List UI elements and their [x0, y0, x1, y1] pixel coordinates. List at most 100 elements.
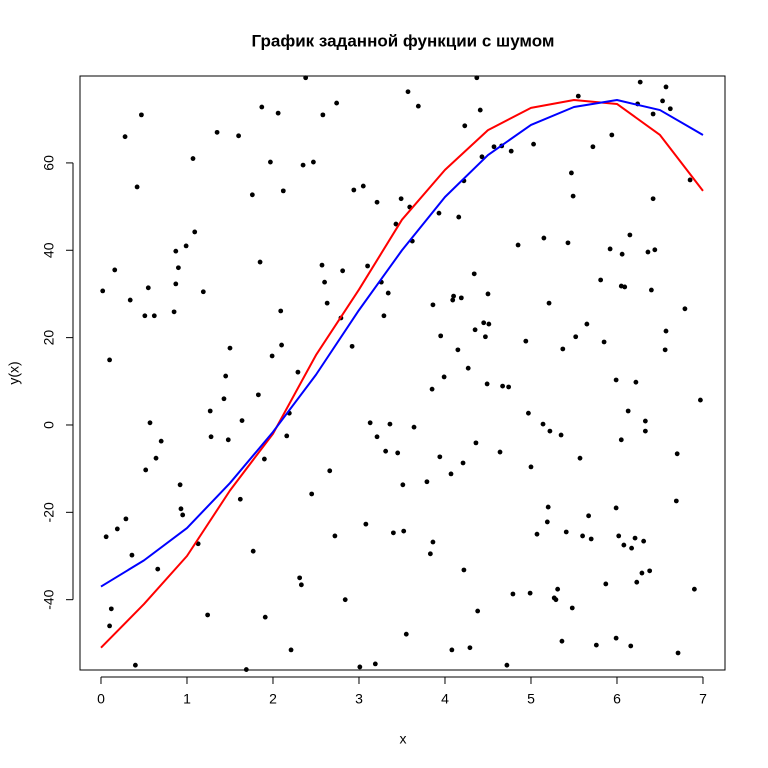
- data-point: [190, 156, 196, 161]
- data-point: [475, 608, 481, 614]
- x-tick-label: 2: [269, 691, 277, 707]
- data-point: [601, 339, 607, 345]
- data-point: [584, 321, 590, 327]
- data-point: [298, 582, 304, 588]
- data-point: [383, 448, 389, 454]
- data-point: [546, 300, 552, 306]
- data-point: [259, 104, 265, 110]
- data-point: [526, 410, 531, 416]
- data-point: [637, 79, 643, 85]
- data-point: [477, 107, 483, 113]
- data-point: [223, 373, 229, 379]
- data-point: [114, 526, 120, 532]
- y-tick-label: -40: [41, 589, 57, 609]
- data-point: [327, 468, 333, 474]
- data-point: [175, 265, 181, 271]
- data-point: [415, 103, 421, 109]
- x-tick-label: 3: [355, 691, 363, 707]
- data-point: [486, 321, 492, 327]
- data-point: [340, 268, 346, 274]
- data-point: [473, 440, 479, 446]
- data-point: [691, 586, 697, 592]
- data-point: [239, 418, 245, 424]
- data-point: [619, 251, 625, 257]
- data-point: [527, 590, 533, 596]
- data-point: [436, 210, 442, 216]
- data-point: [547, 428, 553, 434]
- x-tick-label: 5: [527, 691, 535, 707]
- data-point: [629, 545, 635, 551]
- data-point: [506, 384, 512, 390]
- data-point: [295, 369, 301, 375]
- data-point: [650, 111, 656, 117]
- data-point: [613, 377, 619, 383]
- data-point: [405, 89, 411, 95]
- data-point: [687, 177, 693, 183]
- data-point: [663, 328, 669, 334]
- data-point: [575, 93, 581, 99]
- data-point: [497, 449, 503, 455]
- data-point: [634, 579, 640, 585]
- y-tick-label: 60: [41, 155, 57, 171]
- data-point: [158, 438, 164, 444]
- y-tick-label: 20: [41, 330, 57, 346]
- data-point: [573, 334, 579, 340]
- data-point: [627, 232, 633, 238]
- data-point: [448, 471, 454, 477]
- data-point: [123, 516, 129, 522]
- data-point: [180, 512, 186, 518]
- data-point: [297, 575, 303, 581]
- data-point: [613, 635, 619, 641]
- data-point: [580, 533, 585, 539]
- data-point: [351, 187, 357, 193]
- data-point: [642, 418, 648, 424]
- data-point: [430, 539, 436, 545]
- data-point: [437, 454, 443, 460]
- data-point: [171, 309, 177, 315]
- data-point: [618, 437, 624, 443]
- data-point: [483, 334, 488, 340]
- data-point: [523, 338, 529, 344]
- data-point: [107, 623, 112, 629]
- data-point: [609, 132, 615, 138]
- data-point: [400, 482, 406, 488]
- data-point: [334, 100, 340, 106]
- data-point: [528, 464, 534, 470]
- data-point: [143, 467, 149, 473]
- data-point: [569, 605, 575, 611]
- data-point: [145, 285, 151, 291]
- data-point: [134, 184, 140, 190]
- data-point: [515, 242, 521, 248]
- y-tick-label: -20: [41, 502, 57, 522]
- data-point: [147, 420, 153, 426]
- data-point: [698, 397, 703, 403]
- data-point: [173, 248, 179, 254]
- data-point: [173, 281, 179, 287]
- data-point: [598, 277, 604, 283]
- data-point: [642, 428, 648, 434]
- data-point: [647, 568, 653, 574]
- data-point: [484, 381, 490, 387]
- data-point: [430, 302, 436, 308]
- data-point: [309, 491, 315, 497]
- data-point: [652, 247, 658, 253]
- y-tick-label: 40: [41, 242, 57, 258]
- data-point: [349, 343, 355, 349]
- y-tick-label: 0: [41, 421, 57, 429]
- data-point: [673, 498, 679, 504]
- data-point: [474, 75, 480, 81]
- data-point: [565, 240, 571, 246]
- data-point: [279, 342, 284, 348]
- plot-frame: [79, 75, 726, 671]
- data-point: [107, 357, 112, 363]
- data-point: [682, 306, 688, 312]
- data-point: [255, 392, 261, 398]
- data-point: [613, 505, 619, 511]
- data-point: [504, 662, 510, 668]
- data-point: [284, 433, 290, 439]
- curve: [100, 99, 704, 588]
- data-point: [455, 347, 461, 353]
- data-point: [555, 586, 561, 592]
- data-point: [667, 106, 673, 112]
